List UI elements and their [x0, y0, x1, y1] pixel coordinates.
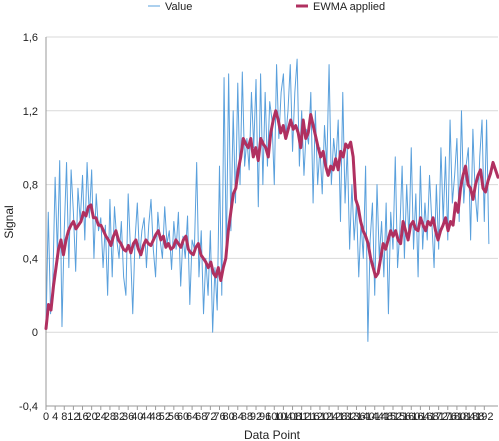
x-tick-label: 96 [259, 411, 271, 423]
x-tick-label: 108 [283, 411, 301, 423]
x-tick-label: 180 [448, 411, 466, 423]
x-tick-label: 168 [420, 411, 438, 423]
x-tick-label: 188 [466, 411, 484, 423]
axes [45, 37, 498, 407]
x-tick-label: 52 [159, 411, 171, 423]
x-tick-label: 32 [113, 411, 125, 423]
x-tick-label: 80 [223, 411, 235, 423]
x-tick-label: 160 [402, 411, 420, 423]
x-tick-label: 148 [375, 411, 393, 423]
y-tick-label: 0 [32, 327, 38, 339]
y-tick-label: -0,4 [19, 401, 38, 413]
x-tick-label: 0 [43, 411, 49, 423]
x-tick-label: 16 [76, 411, 88, 423]
legend-label-ewma: EWMA applied [313, 1, 385, 13]
x-tick-label: 172 [429, 411, 447, 423]
x-tick-label: 8 [61, 411, 67, 423]
x-tick-label: 184 [457, 411, 475, 423]
x-tick-label: 4 [52, 411, 58, 423]
x-tick-label: 152 [384, 411, 402, 423]
x-tick-label: 132 [338, 411, 356, 423]
y-tick-label: 0,8 [23, 180, 38, 192]
x-tick-label: 12 [67, 411, 79, 423]
x-tick-label: 136 [347, 411, 365, 423]
x-tick-label: 120 [311, 411, 329, 423]
x-tick-label: 104 [274, 411, 292, 423]
x-tick-labels: 0 4 8 1216202428323640444852566064687276808… [43, 406, 493, 423]
x-tick-label: 68 [195, 411, 207, 423]
x-tick-label: 116 [302, 411, 320, 423]
x-tick-label: 60 [177, 411, 189, 423]
y-tick-label: 0,4 [23, 253, 38, 265]
x-tick-label: 76 [213, 411, 225, 423]
x-tick-label: 28 [104, 411, 116, 423]
x-tick-label: 176 [439, 411, 457, 423]
x-tick-label: 84 [232, 411, 244, 423]
y-tick-labels: -0,4 0 0,4 0,8 1,2 1,6 [19, 32, 38, 413]
x-tick-label: 64 [186, 411, 198, 423]
series-layer [44, 58, 499, 342]
x-tick-label: 20 [86, 411, 98, 423]
y-tick-label: 1,2 [23, 106, 38, 118]
x-tick-label: 36 [122, 411, 134, 423]
x-tick-label: 164 [411, 411, 429, 423]
x-tick-label: 140 [356, 411, 374, 423]
x-tick-label: 156 [393, 411, 411, 423]
series-line-value [45, 58, 490, 342]
legend-label-value: Value [165, 1, 192, 13]
x-tick-label: 72 [204, 411, 216, 423]
x-tick-label: 56 [168, 411, 180, 423]
x-tick-label: 124 [320, 411, 338, 423]
legend: Value EWMA applied [148, 1, 385, 13]
x-tick-label: 88 [241, 411, 253, 423]
x-tick-label: 100 [265, 411, 283, 423]
x-tick-label: 112 [293, 411, 311, 423]
x-tick-label: 92 [250, 411, 262, 423]
x-tick-label: 48 [149, 411, 161, 423]
x-tick-label: 44 [140, 411, 152, 423]
y-tick-label: 1,6 [23, 32, 38, 44]
x-tick-label: 128 [329, 411, 347, 423]
x-tick-label: 144 [366, 411, 384, 423]
series-line-ewma [44, 109, 499, 331]
x-tick-label: 24 [95, 411, 107, 423]
x-tick-label: 40 [131, 411, 143, 423]
x-tick-label: 192 [475, 411, 493, 423]
x-axis-title: Data Point [244, 428, 301, 441]
y-axis-title: Signal [2, 205, 16, 238]
